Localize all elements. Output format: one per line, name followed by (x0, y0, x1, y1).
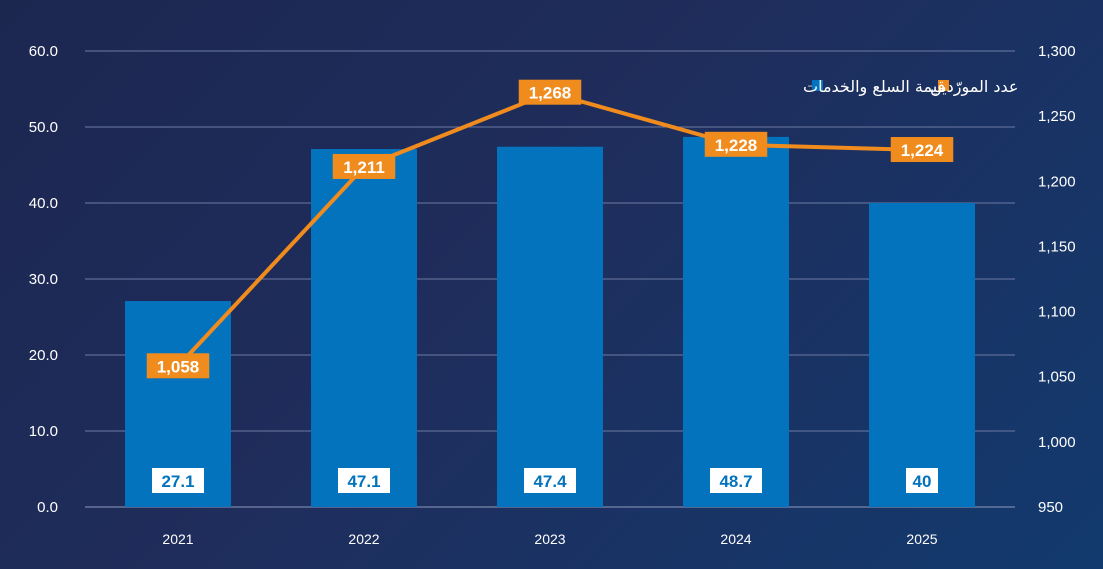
right-tick-label: 1,000 (1038, 434, 1076, 451)
right-tick-label: 1,200 (1038, 173, 1076, 190)
bar-label-box (152, 468, 204, 493)
bar-label-box (338, 468, 390, 493)
x-tick-label: 2025 (906, 531, 937, 547)
legend-label-bar: قيمة السلع والخدمات (803, 77, 945, 97)
left-tick-label: 50.0 (29, 119, 58, 136)
left-tick-label: 0.0 (37, 499, 58, 516)
line-data-label: 1,058 (157, 357, 200, 376)
bar-label-box (524, 468, 576, 493)
right-tick-label: 1,100 (1038, 304, 1076, 321)
x-tick-label: 2024 (720, 531, 751, 547)
line-label-box (146, 353, 210, 379)
right-tick-label: 950 (1038, 499, 1063, 516)
legend-label-line: عدد المورّدين (930, 77, 1018, 97)
bar-data-label: 47.4 (533, 472, 567, 491)
line-label-box (890, 137, 954, 163)
left-tick-label: 20.0 (29, 347, 58, 364)
left-tick-label: 10.0 (29, 423, 58, 440)
line-data-label: 1,268 (529, 84, 572, 103)
bar-series: 27.1 47.1 47.4 48.7 40 (125, 136, 975, 508)
left-tick-label: 40.0 (29, 195, 58, 212)
bar-data-label: 47.1 (347, 472, 380, 491)
bar (497, 146, 603, 507)
right-tick-label: 1,300 (1038, 43, 1076, 60)
legend-swatch-bar (812, 80, 823, 91)
bar-data-label: 27.1 (161, 472, 194, 491)
legend: عدد المورّدين قيمة السلع والخدمات (803, 77, 1018, 97)
bar (311, 149, 417, 508)
right-tick-label: 1,150 (1038, 238, 1076, 255)
bar (869, 203, 975, 507)
bar-label-box (710, 468, 762, 493)
line-label-box (518, 79, 582, 105)
x-tick-label: 2023 (534, 531, 565, 547)
line-data-label: 1,211 (343, 158, 385, 177)
right-axis: 950 1,000 1,050 1,100 1,150 1,200 1,250 1,300 (1038, 43, 1076, 516)
x-axis: 2021 2022 2023 2024 2025 (162, 531, 937, 547)
line-series: 1,058 1,211 1,268 1,228 1,224 (146, 79, 954, 379)
right-tick-label: 1,050 (1038, 369, 1076, 386)
line-data-label: 1,224 (901, 141, 944, 160)
left-axis: 0.0 10.0 20.0 30.0 40.0 50.0 60.0 (29, 43, 58, 516)
line-label-box (704, 131, 768, 157)
line-data-label: 1,228 (715, 136, 758, 155)
bar-data-label: 40 (913, 472, 932, 491)
bar-data-label: 48.7 (719, 472, 752, 491)
right-tick-label: 1,250 (1038, 108, 1076, 125)
bar-label-box (906, 468, 938, 493)
x-tick-label: 2021 (162, 531, 193, 547)
left-tick-label: 60.0 (29, 43, 58, 60)
left-tick-label: 30.0 (29, 271, 58, 288)
x-tick-label: 2022 (348, 531, 379, 547)
bar (683, 136, 789, 507)
legend-swatch-line (938, 80, 949, 91)
line-label-box (332, 153, 396, 179)
